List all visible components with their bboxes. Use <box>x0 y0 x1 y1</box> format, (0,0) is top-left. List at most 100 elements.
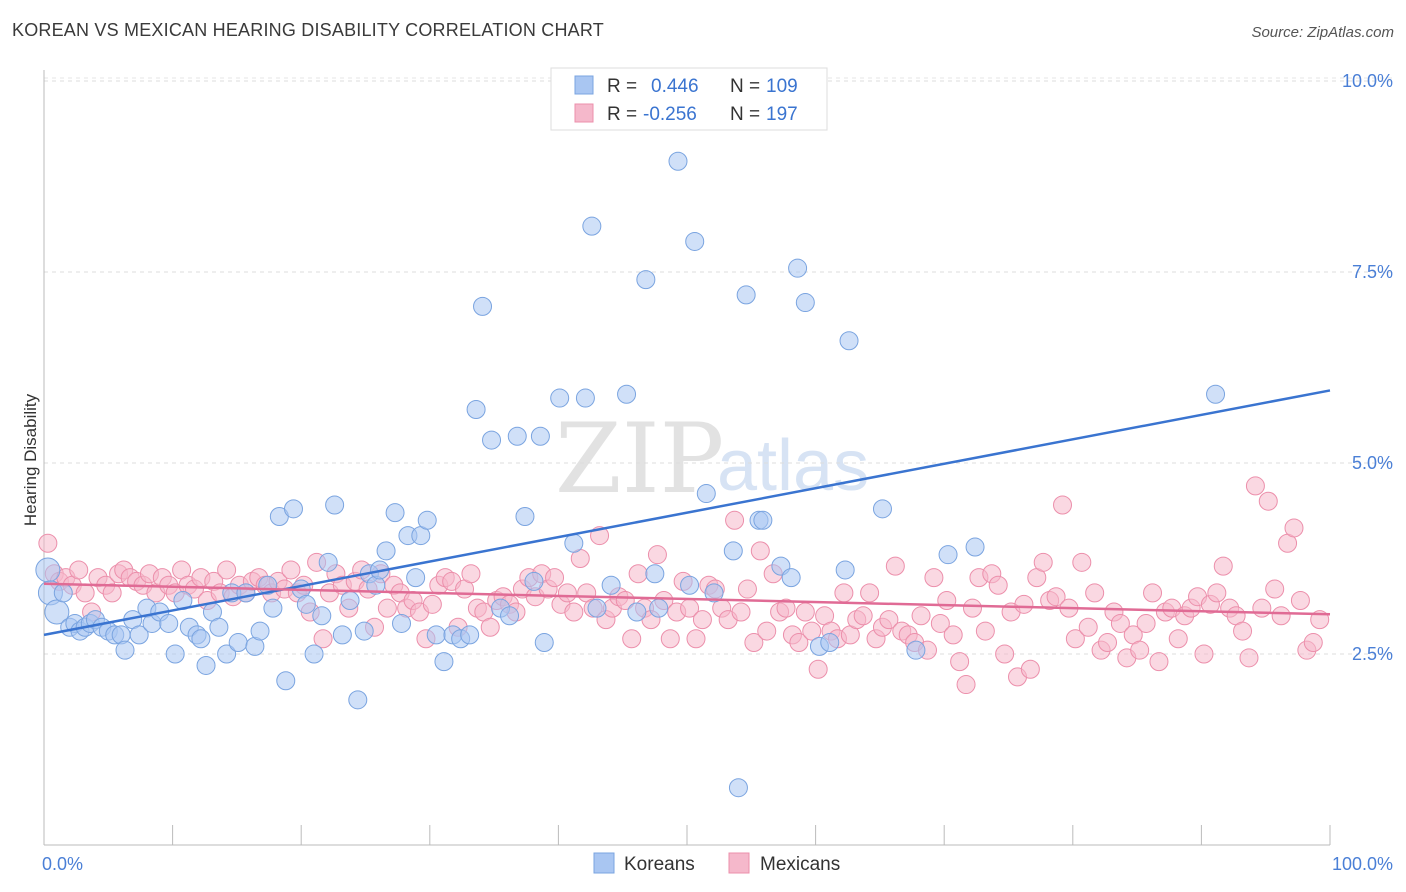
x-tick-max: 100.0% <box>1332 854 1393 874</box>
koreans-point-29 <box>217 644 237 664</box>
koreans-point-38 <box>276 671 296 691</box>
mexicans-point-66 <box>461 564 481 584</box>
koreans-point-75 <box>550 388 570 408</box>
koreans-point-46 <box>332 625 352 645</box>
mexicans-point-172 <box>1143 583 1163 603</box>
koreans-point-26 <box>196 655 216 675</box>
mexicans-point-157 <box>1046 587 1066 607</box>
koreans-point-98 <box>788 258 808 278</box>
mexicans-point-6 <box>75 583 95 603</box>
koreans-point-78 <box>582 216 602 236</box>
mexicans-point-81 <box>557 583 577 603</box>
koreans-point-102 <box>835 560 855 580</box>
grid-lines <box>44 77 1392 655</box>
mexicans-point-155 <box>1033 552 1053 572</box>
koreans-point-92 <box>728 778 748 798</box>
koreans-point-101 <box>820 633 840 653</box>
y-tick-label-3: 10.0% <box>1342 71 1393 91</box>
mexicans-point-143 <box>956 675 976 695</box>
mexicans-point-171 <box>1136 613 1156 633</box>
mexicans-point-82 <box>564 602 584 622</box>
y-tick-labels: 2.5% 5.0% 7.5% 10.0% <box>1342 71 1393 664</box>
koreans-point-3 <box>53 583 73 603</box>
stats-legend: R = 0.446 N = 109 R = -0.256 N = 197 <box>550 67 828 131</box>
mexicans-point-60 <box>422 594 442 614</box>
koreans-point-14 <box>115 640 135 660</box>
mexicans-point-138 <box>924 568 944 588</box>
mexicans-point-118 <box>795 602 815 622</box>
koreans-point-53 <box>376 541 396 561</box>
mexicans-point-162 <box>1078 617 1098 637</box>
koreans-point-49 <box>354 621 374 641</box>
mexicans-point-97 <box>660 629 680 649</box>
koreans-point-97 <box>781 568 801 588</box>
koreans-point-89 <box>696 484 716 504</box>
mexicans-point-195 <box>1290 591 1310 611</box>
mexicans-point-173 <box>1149 652 1169 672</box>
mexicans-point-158 <box>1053 495 1073 515</box>
koreans-point-36 <box>263 598 283 618</box>
mexicans-point-127 <box>853 606 873 626</box>
koreans-point-83 <box>636 270 656 290</box>
koreans-point-16 <box>129 625 149 645</box>
bottom-legend-mexicans: Mexicans <box>760 854 840 875</box>
legend-n-label-koreans: N = <box>730 76 760 97</box>
koreans-point-66 <box>473 296 493 316</box>
mexicans-point-152 <box>1014 594 1034 614</box>
mexicans-point-109 <box>737 579 757 599</box>
mexicans-point-170 <box>1130 640 1150 660</box>
koreans-point-65 <box>466 400 486 420</box>
legend-swatch-mexicans <box>574 103 594 123</box>
mexicans-point-140 <box>937 591 957 611</box>
mexicans-point-167 <box>1110 613 1130 633</box>
mexicans-point-148 <box>988 575 1008 595</box>
x-tick-min: 0.0% <box>42 854 83 874</box>
mexicans-point-117 <box>789 633 809 653</box>
koreans-point-60 <box>426 625 446 645</box>
koreans-point-93 <box>736 285 756 305</box>
mexicans-point-142 <box>950 652 970 672</box>
mexicans-point-186 <box>1233 621 1253 641</box>
mexicans-point-91 <box>622 629 642 649</box>
koreans-point-28 <box>209 617 229 637</box>
koreans-point-73 <box>530 426 550 446</box>
mexicans-point-102 <box>692 610 712 630</box>
koreans-point-44 <box>318 552 338 572</box>
koreans-point-57 <box>406 568 426 588</box>
mexicans-point-188 <box>1245 476 1265 496</box>
mexicans-point-187 <box>1239 648 1259 668</box>
koreans-point-55 <box>392 613 412 633</box>
chart-title: KOREAN VS MEXICAN HEARING DISABILITY COR… <box>12 20 604 40</box>
koreans-point-34 <box>250 621 270 641</box>
bottom-legend-swatch-mexicans <box>728 852 750 874</box>
koreans-point-41 <box>296 594 316 614</box>
mexicans-point-92 <box>628 564 648 584</box>
mexicans-point-139 <box>930 613 950 633</box>
koreans-point-91 <box>723 541 743 561</box>
mexicans-point-112 <box>757 621 777 641</box>
koreans-point-54 <box>385 503 405 523</box>
mexicans-point-197 <box>1303 633 1323 653</box>
koreans-point-21 <box>165 644 185 664</box>
mexicans-point-153 <box>1020 659 1040 679</box>
y-tick-label-1: 5.0% <box>1352 453 1393 473</box>
axes <box>43 70 1331 846</box>
bottom-legend-swatch-koreans <box>593 852 615 874</box>
mexicans-point-115 <box>776 598 796 618</box>
mexicans-point-38 <box>281 560 301 580</box>
source-label: Source: ZipAtlas.com <box>1251 24 1394 41</box>
mexicans-point-194 <box>1284 518 1304 538</box>
koreans-point-84 <box>645 564 665 584</box>
mexicans-point-28 <box>217 560 237 580</box>
watermark-zip: ZIP <box>555 403 724 515</box>
mexicans-point-10 <box>102 583 122 603</box>
koreans-point-25 <box>191 629 211 649</box>
koreans-point-43 <box>312 606 332 626</box>
mexicans-point-182 <box>1207 583 1227 603</box>
koreans-point-81 <box>617 384 637 404</box>
y-tick-label-0: 2.5% <box>1352 644 1393 664</box>
mexicans-point-124 <box>834 583 854 603</box>
mexicans-point-176 <box>1168 629 1188 649</box>
koreans-point-31 <box>228 633 248 653</box>
